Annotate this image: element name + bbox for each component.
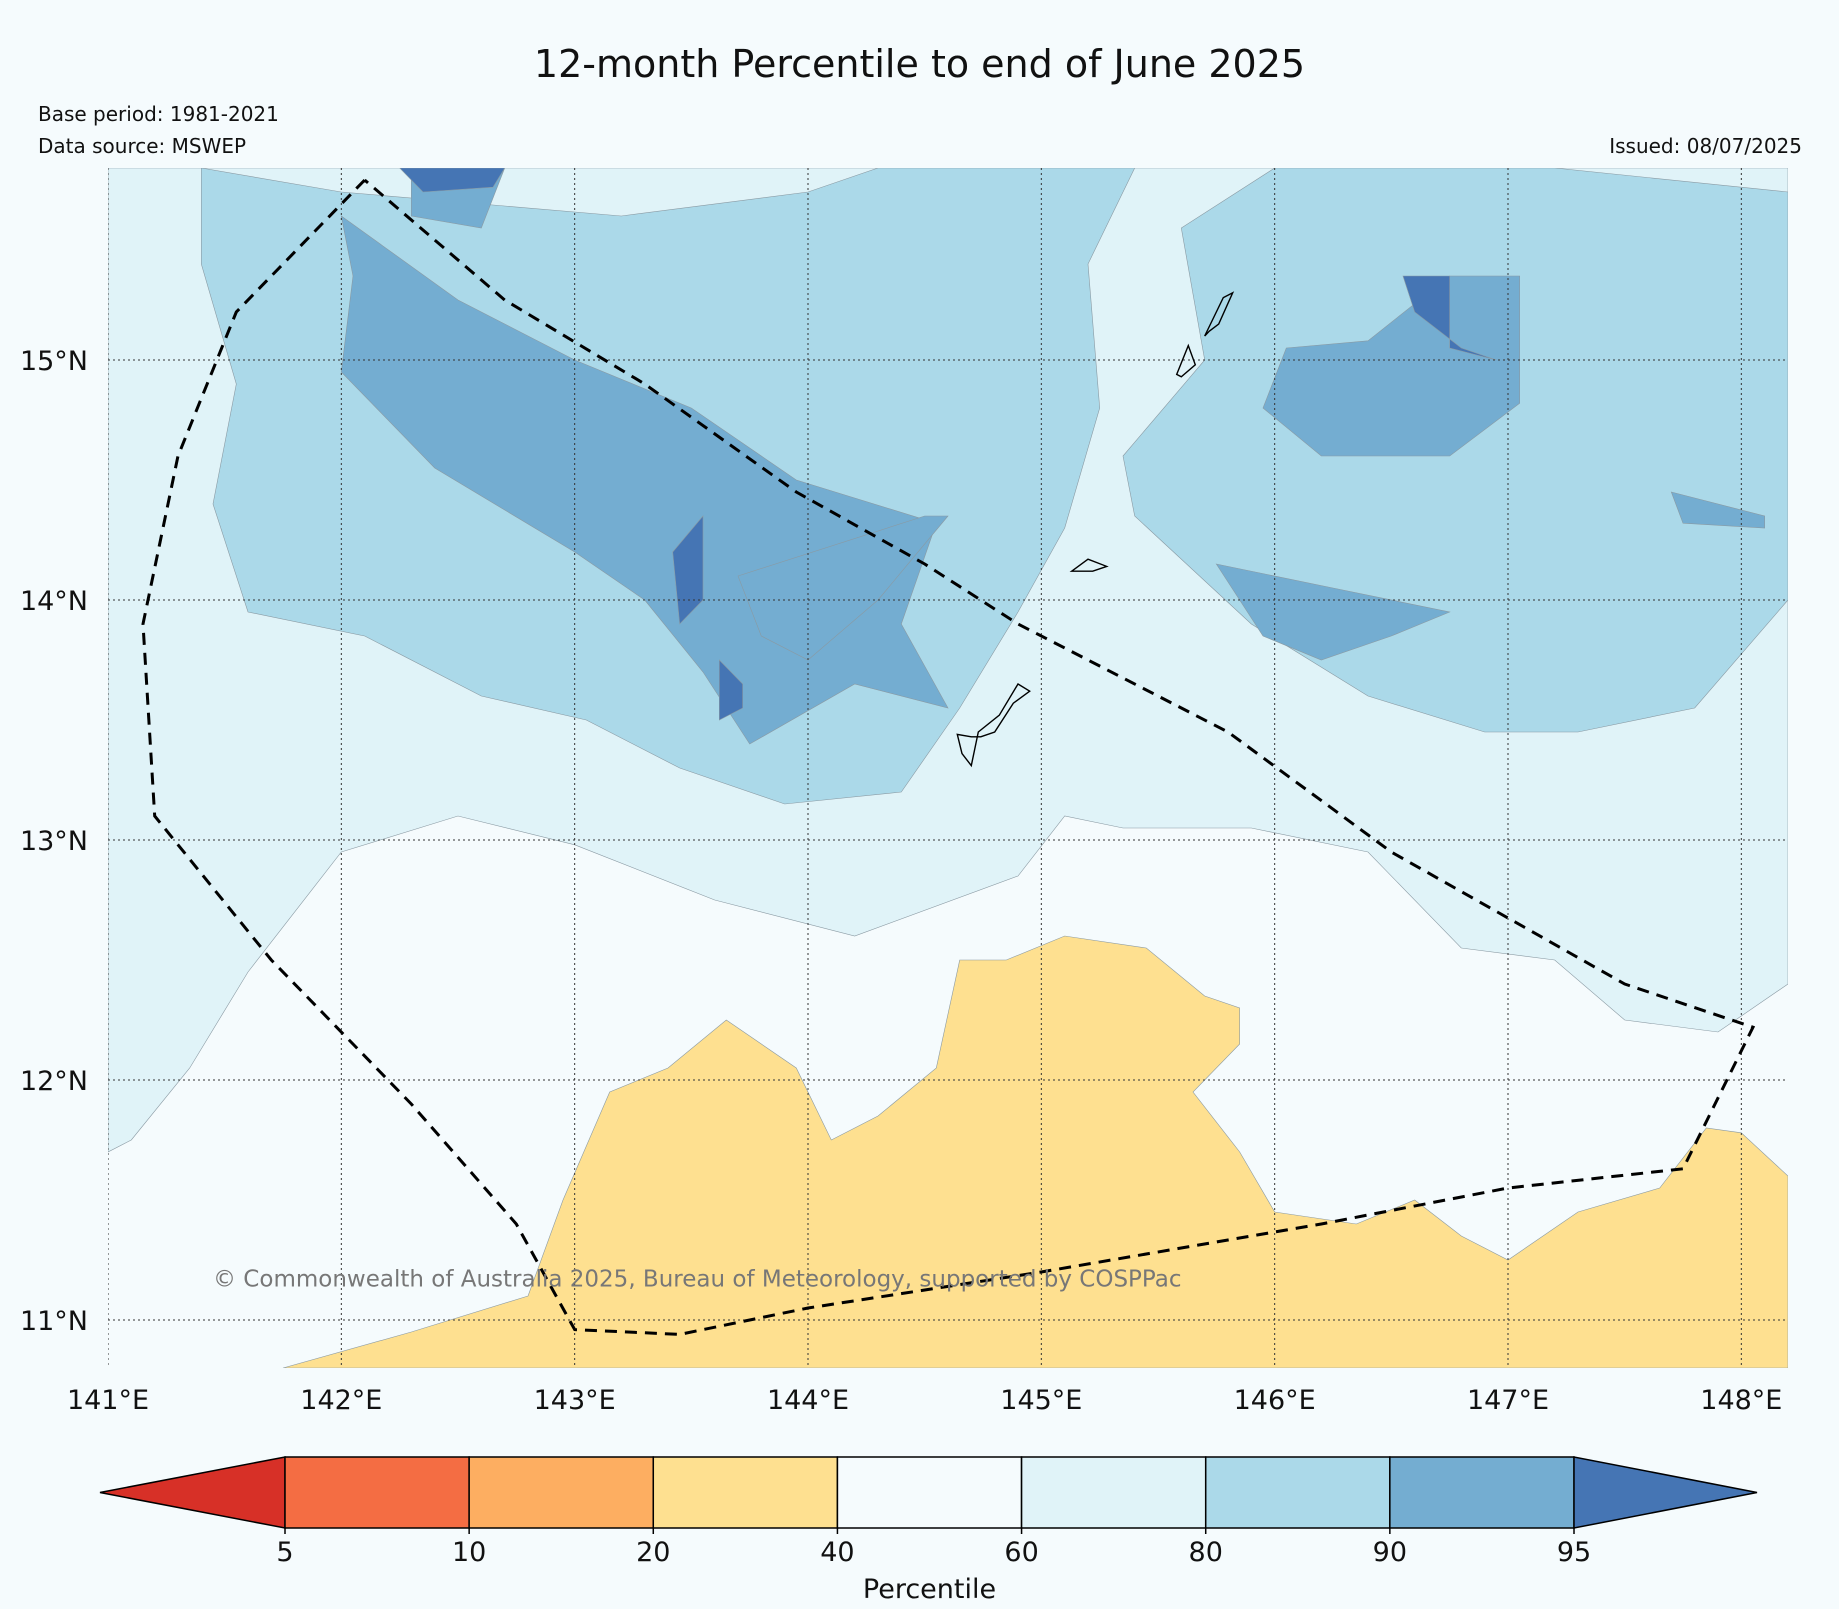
colorbar-swatch: [1204, 1456, 1391, 1529]
island-saipan-outline: [1204, 291, 1235, 337]
island-guam-outline: [956, 683, 1031, 768]
eez-boundary-line: [141, 178, 1756, 1336]
colorbar-swatch: [468, 1456, 655, 1529]
colorbar-tick-label: 20: [636, 1537, 670, 1568]
colorbar: 5 10 20 40 60 80 90 95 Percentile: [99, 1456, 1758, 1605]
colorbar-swatch: [1020, 1456, 1207, 1529]
colorbar-swatch: [836, 1456, 1023, 1529]
lat-tick-label: 14°N: [20, 586, 88, 617]
lon-tick-label: 148°E: [1700, 1385, 1782, 1416]
colorbar-tick-label: 95: [1557, 1537, 1591, 1568]
colorbar-tick-label: 80: [1189, 1537, 1223, 1568]
lon-tick-label: 141°E: [67, 1385, 149, 1416]
colorbar-swatch-left-arrow: [99, 1456, 286, 1529]
colorbar-title: Percentile: [863, 1574, 996, 1605]
colorbar-tick-label: 60: [1004, 1537, 1038, 1568]
colorbar-tick-label: 5: [276, 1537, 293, 1568]
lon-tick-label: 147°E: [1467, 1385, 1549, 1416]
lon-tick-label: 143°E: [534, 1385, 616, 1416]
percentile-region-gt95: [718, 659, 744, 721]
colorbar-tick-label: 90: [1373, 1537, 1407, 1568]
lon-tick-label: 145°E: [1000, 1385, 1082, 1416]
copyright-text: © Commonwealth of Australia 2025, Bureau…: [213, 1266, 1182, 1292]
lat-tick-label: 12°N: [20, 1066, 88, 1097]
lat-tick-label: 15°N: [20, 346, 88, 377]
island-rota-outline: [1069, 558, 1109, 572]
colorbar-swatch: [652, 1456, 839, 1529]
page-title: 12-month Percentile to end of June 2025: [533, 42, 1306, 86]
colorbar-tick-label: 40: [820, 1537, 854, 1568]
percentile-region-90-95: [1262, 275, 1520, 457]
lat-tick-label: 13°N: [20, 826, 88, 857]
percentile-region-gt95: [1402, 275, 1497, 361]
colorbar-swatch-right-arrow: [1573, 1456, 1758, 1529]
colorbar-tick-label: 10: [452, 1537, 486, 1568]
island-tinian-outline: [1175, 343, 1197, 378]
base-period-label: Base period: 1981-2021: [38, 102, 279, 126]
lon-tick-label: 144°E: [767, 1385, 849, 1416]
lat-tick-label: 11°N: [20, 1306, 88, 1337]
percentile-region-20-40: [282, 935, 1788, 1368]
lon-tick-label: 146°E: [1234, 1385, 1316, 1416]
map-layer: [108, 168, 1788, 1368]
colorbar-swatch: [284, 1456, 470, 1529]
percentile-region-gt95: [399, 168, 506, 193]
colorbar-swatch: [1389, 1456, 1575, 1529]
issued-date-label: Issued: 08/07/2025: [1609, 134, 1802, 158]
lon-tick-label: 142°E: [300, 1385, 382, 1416]
data-source-label: Data source: MSWEP: [38, 134, 247, 158]
